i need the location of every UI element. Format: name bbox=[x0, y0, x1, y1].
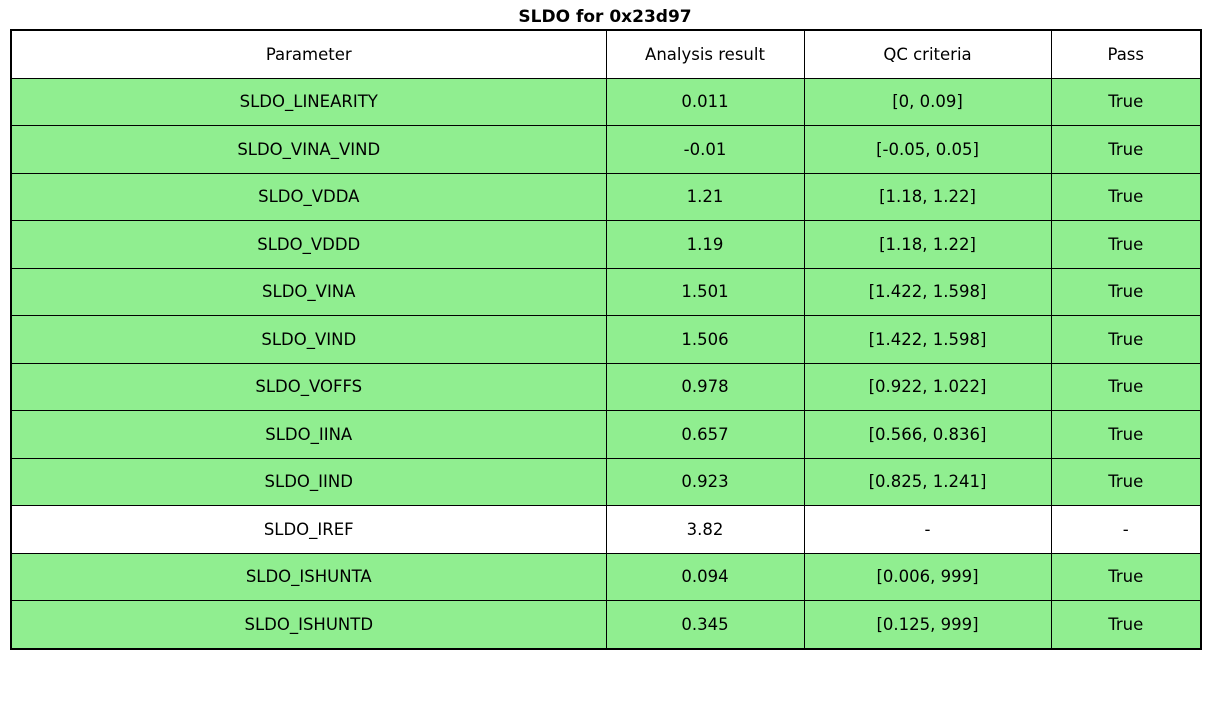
result-cell: 0.011 bbox=[605, 77, 805, 126]
table-row: SLDO_ISHUNTD 0.345 [0.125, 999] True bbox=[10, 600, 1202, 649]
table-row: SLDO_IIND 0.923 [0.825, 1.241] True bbox=[10, 457, 1202, 506]
table-row: SLDO_VINA 1.501 [1.422, 1.598] True bbox=[10, 267, 1202, 316]
qc-cell: [0.125, 999] bbox=[803, 600, 1052, 649]
table-body: SLDO_LINEARITY 0.011 [0, 0.09] True SLDO… bbox=[10, 77, 1202, 649]
pass-cell: True bbox=[1050, 315, 1202, 364]
pass-cell: True bbox=[1050, 552, 1202, 601]
parameter-cell: SLDO_VINA bbox=[10, 267, 607, 316]
result-cell: 1.19 bbox=[605, 220, 805, 269]
column-header-analysis-result: Analysis result bbox=[605, 29, 805, 79]
pass-cell: True bbox=[1050, 362, 1202, 411]
table-row: SLDO_VINA_VIND -0.01 [-0.05, 0.05] True bbox=[10, 125, 1202, 174]
qc-cell: [1.18, 1.22] bbox=[803, 172, 1052, 221]
result-cell: 1.21 bbox=[605, 172, 805, 221]
pass-cell: True bbox=[1050, 267, 1202, 316]
result-cell: 3.82 bbox=[605, 505, 805, 554]
qc-cell: [-0.05, 0.05] bbox=[803, 125, 1052, 174]
table-header-row: Parameter Analysis result QC criteria Pa… bbox=[10, 29, 1202, 79]
table-row: SLDO_VDDA 1.21 [1.18, 1.22] True bbox=[10, 172, 1202, 221]
parameter-cell: SLDO_IINA bbox=[10, 410, 607, 459]
parameter-cell: SLDO_VOFFS bbox=[10, 362, 607, 411]
table-row: SLDO_VDDD 1.19 [1.18, 1.22] True bbox=[10, 220, 1202, 269]
table-row: SLDO_LINEARITY 0.011 [0, 0.09] True bbox=[10, 77, 1202, 126]
table-row: SLDO_ISHUNTA 0.094 [0.006, 999] True bbox=[10, 552, 1202, 601]
column-header-qc-criteria: QC criteria bbox=[803, 29, 1052, 79]
pass-cell: True bbox=[1050, 600, 1202, 649]
parameter-cell: SLDO_VINA_VIND bbox=[10, 125, 607, 174]
result-cell: 0.657 bbox=[605, 410, 805, 459]
qc-cell: [0.006, 999] bbox=[803, 552, 1052, 601]
qc-cell: [0.566, 0.836] bbox=[803, 410, 1052, 459]
table-row: SLDO_IINA 0.657 [0.566, 0.836] True bbox=[10, 410, 1202, 459]
qc-cell: [0.825, 1.241] bbox=[803, 457, 1052, 506]
pass-cell: True bbox=[1050, 172, 1202, 221]
parameter-cell: SLDO_IIND bbox=[10, 457, 607, 506]
page-title: SLDO for 0x23d97 bbox=[518, 7, 692, 27]
qc-cell: [1.422, 1.598] bbox=[803, 267, 1052, 316]
results-table: Parameter Analysis result QC criteria Pa… bbox=[10, 29, 1202, 650]
pass-cell: - bbox=[1050, 505, 1202, 554]
column-header-pass: Pass bbox=[1050, 29, 1202, 79]
table-row: SLDO_VOFFS 0.978 [0.922, 1.022] True bbox=[10, 362, 1202, 411]
pass-cell: True bbox=[1050, 125, 1202, 174]
parameter-cell: SLDO_IREF bbox=[10, 505, 607, 554]
table-row: SLDO_IREF 3.82 - - bbox=[10, 505, 1202, 554]
result-cell: 1.506 bbox=[605, 315, 805, 364]
result-cell: 0.094 bbox=[605, 552, 805, 601]
qc-cell: [0, 0.09] bbox=[803, 77, 1052, 126]
parameter-cell: SLDO_ISHUNTD bbox=[10, 600, 607, 649]
result-cell: 0.345 bbox=[605, 600, 805, 649]
parameter-cell: SLDO_LINEARITY bbox=[10, 77, 607, 126]
result-cell: 0.978 bbox=[605, 362, 805, 411]
result-cell: -0.01 bbox=[605, 125, 805, 174]
parameter-cell: SLDO_ISHUNTA bbox=[10, 552, 607, 601]
pass-cell: True bbox=[1050, 220, 1202, 269]
parameter-cell: SLDO_VDDD bbox=[10, 220, 607, 269]
column-header-parameter: Parameter bbox=[10, 29, 607, 79]
pass-cell: True bbox=[1050, 410, 1202, 459]
result-cell: 1.501 bbox=[605, 267, 805, 316]
qc-cell: [0.922, 1.022] bbox=[803, 362, 1052, 411]
parameter-cell: SLDO_VDDA bbox=[10, 172, 607, 221]
qc-cell: [1.422, 1.598] bbox=[803, 315, 1052, 364]
qc-cell: - bbox=[803, 505, 1052, 554]
pass-cell: True bbox=[1050, 457, 1202, 506]
qc-cell: [1.18, 1.22] bbox=[803, 220, 1052, 269]
result-cell: 0.923 bbox=[605, 457, 805, 506]
parameter-cell: SLDO_VIND bbox=[10, 315, 607, 364]
table-row: SLDO_VIND 1.506 [1.422, 1.598] True bbox=[10, 315, 1202, 364]
pass-cell: True bbox=[1050, 77, 1202, 126]
